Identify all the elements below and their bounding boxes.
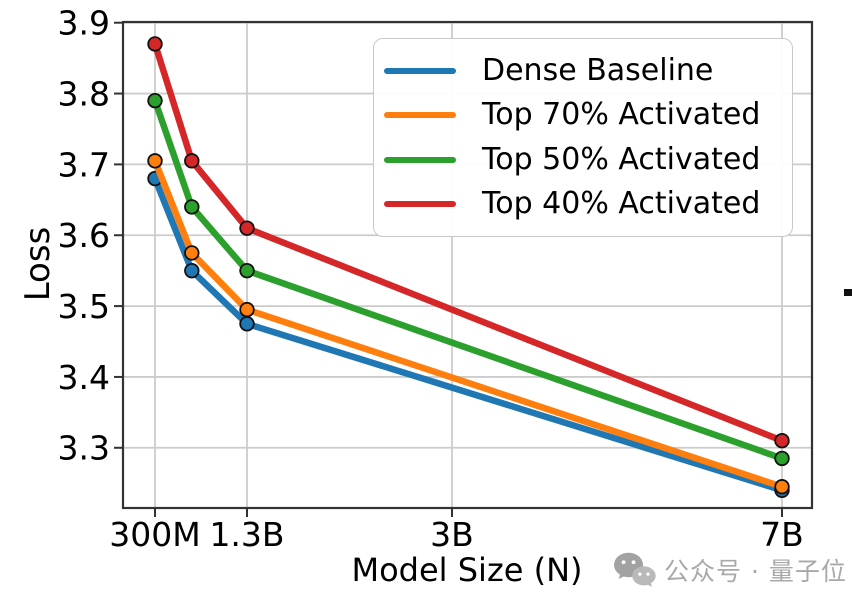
data-point-top-40-activated — [239, 220, 255, 236]
y-axis-label: Loss — [18, 226, 58, 302]
data-point-top-70-activated — [239, 301, 255, 318]
legend-swatch — [384, 112, 456, 119]
y-tick-label: 3.3 — [58, 429, 110, 468]
series-line-top-40-activated — [151, 40, 786, 444]
y-tick-label: 3.5 — [58, 287, 110, 326]
wechat-icon — [614, 552, 656, 587]
legend-label: Dense Baseline — [482, 52, 714, 88]
data-point-top-40-activated — [147, 36, 163, 52]
data-point-top-50-activated — [239, 262, 255, 279]
legend-label: Top 40% Activated — [482, 186, 761, 222]
series-top-70-activated — [147, 153, 790, 495]
watermark: 公众号 · 量子位 — [612, 551, 847, 589]
data-point-dense-baseline — [184, 262, 200, 279]
x-tick-label: 300M — [109, 515, 200, 554]
x-tick-label: 3B — [430, 515, 474, 554]
legend-swatch — [384, 201, 456, 208]
data-point-top-70-activated — [184, 245, 200, 261]
series-top-40-activated — [147, 36, 790, 449]
y-tick-label: 3.7 — [58, 145, 110, 184]
series-dense-baseline — [147, 170, 790, 498]
legend-item: Top 50% Activated — [374, 141, 792, 177]
data-point-top-50-activated — [184, 199, 200, 215]
watermark-text: 公众号 · 量子位 — [664, 557, 847, 586]
data-point-top-70-activated — [774, 479, 790, 495]
legend: Dense Baseline Top 70% Activated Top 50% A… — [373, 38, 793, 237]
y-tick-label: 3.6 — [58, 216, 110, 255]
legend-swatch — [384, 67, 456, 74]
axes-spines — [121, 20, 814, 510]
y-tick-label: 3.9 — [58, 4, 110, 43]
y-tick-label: 3.8 — [58, 74, 110, 113]
series-line-top-50-activated — [151, 97, 786, 462]
tick-labels: 3.9 3.8 3.7 3.6 3.5 3.4 3.3 300M 1.3B 3B 7B — [58, 4, 804, 554]
legend-label: Top 50% Activated — [482, 141, 761, 177]
series-line-top-70-activated — [151, 157, 786, 490]
x-tick-label: 1.3B — [209, 515, 284, 554]
x-tick-label: 7B — [760, 515, 804, 554]
legend-label: Top 70% Activated — [482, 97, 761, 133]
y-tick-label: 3.4 — [58, 358, 110, 397]
series-line-dense-baseline — [151, 175, 786, 494]
data-point-top-70-activated — [147, 153, 163, 169]
tick-marks — [114, 21, 783, 517]
cropped-glyph-artifact — [844, 289, 852, 296]
data-point-top-40-activated — [774, 432, 790, 449]
series-top-50-activated — [147, 92, 790, 467]
legend-item: Top 70% Activated — [374, 100, 792, 130]
legend-swatch — [384, 156, 456, 163]
data-point-top-50-activated — [774, 450, 790, 467]
data-point-top-50-activated — [147, 92, 163, 109]
data-point-dense-baseline — [239, 316, 255, 332]
legend-item: Dense Baseline — [374, 52, 792, 88]
legend-item: Top 40% Activated — [374, 189, 792, 219]
x-axis-label: Model Size (N) — [351, 551, 583, 589]
data-point-top-40-activated — [184, 153, 200, 169]
